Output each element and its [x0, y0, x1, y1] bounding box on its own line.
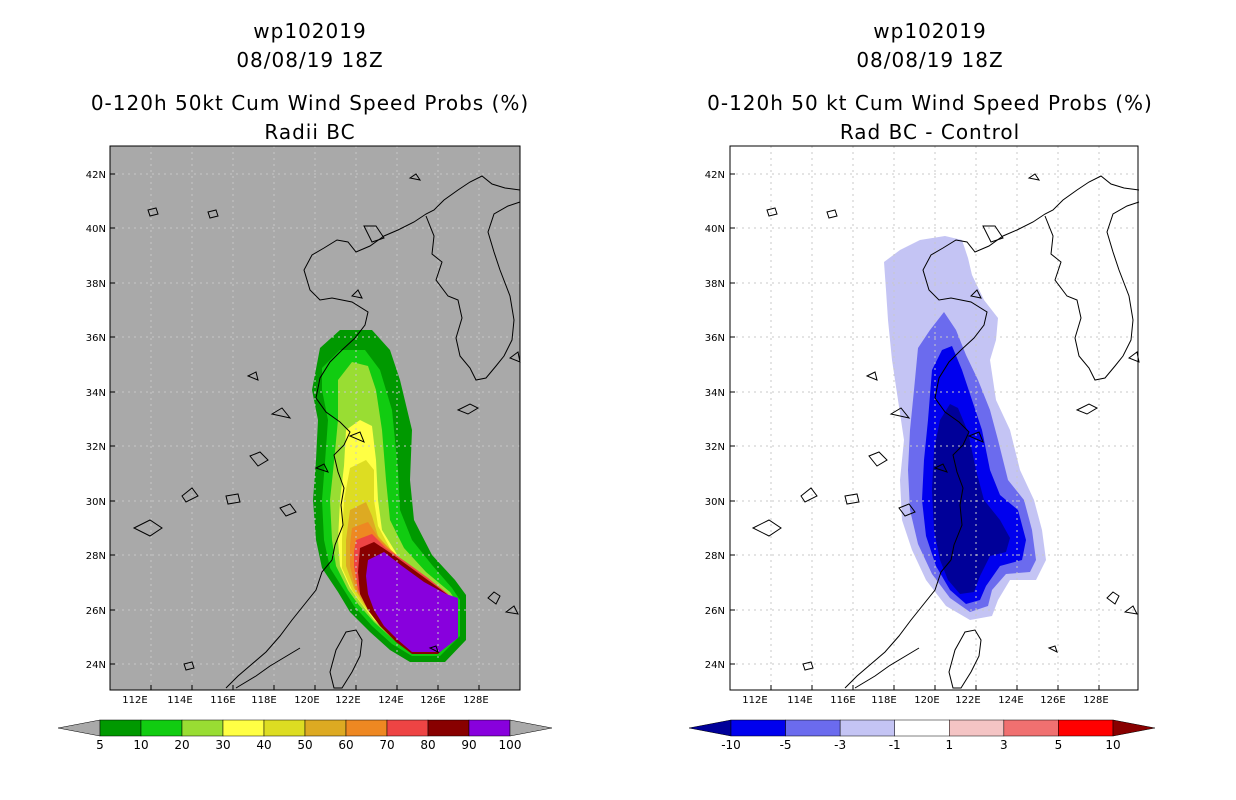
left-lat-label: 28N: [86, 551, 106, 562]
right-colorbar-swatch: [949, 719, 1005, 737]
right-title-storm-id: wp102019: [873, 19, 987, 43]
left-colorbar-swatch: [222, 719, 265, 737]
left-colorbar-label: 100: [499, 738, 522, 752]
right-title-date: 08/08/19 18Z: [856, 48, 1004, 72]
right-colorbar-over-arrow: [1112, 719, 1156, 737]
right-lat-label: 34N: [705, 388, 725, 399]
right-lat-label: 32N: [705, 442, 725, 453]
right-lat-label: 36N: [705, 333, 725, 344]
right-title-product: 0-120h 50 kt Cum Wind Speed Probs (%): [707, 91, 1153, 115]
left-colorbar-swatch: [386, 719, 429, 737]
right-lat-label: 24N: [705, 660, 725, 671]
left-colorbar-label: 70: [379, 738, 394, 752]
left-lat-label: 26N: [86, 606, 106, 617]
left-lat-label: 32N: [86, 442, 106, 453]
left-title-product: 0-120h 50kt Cum Wind Speed Probs (%): [90, 91, 530, 115]
right-map-frame: [729, 145, 1139, 691]
right-lon-label: 122E: [955, 695, 980, 706]
right-colorbar: -10 -5 -3 -1 1 3 5 10: [688, 719, 1156, 752]
left-lat-label: 42N: [86, 170, 106, 181]
right-colorbar-label: -3: [834, 738, 846, 752]
right-ticks: [730, 173, 1100, 690]
right-map-panel: 42N 40N 38N 36N 34N 32N 30N 28N 26N 24N …: [705, 145, 1140, 706]
left-colorbar-label: 40: [256, 738, 271, 752]
left-lat-label: 34N: [86, 388, 106, 399]
left-probability-shading: [312, 330, 466, 662]
left-colorbar-swatch: [468, 719, 511, 737]
left-lon-label: 124E: [378, 695, 403, 706]
right-lon-label: 116E: [830, 695, 855, 706]
left-colorbar-swatch: [427, 719, 470, 737]
right-colorbar-label: 5: [1055, 738, 1063, 752]
right-lat-label: 30N: [705, 497, 725, 508]
left-colorbar-label: 50: [297, 738, 312, 752]
right-colorbar-swatch: [839, 719, 895, 737]
right-lon-label: 114E: [787, 695, 812, 706]
left-colorbar-label: 20: [174, 738, 189, 752]
left-colorbar-label: 90: [461, 738, 476, 752]
left-lon-label: 114E: [167, 695, 192, 706]
left-lat-label: 24N: [86, 660, 106, 671]
left-ticks: [110, 173, 480, 690]
right-colorbar-label: 10: [1105, 738, 1120, 752]
right-colorbar-label: 3: [1000, 738, 1008, 752]
left-lon-label: 112E: [122, 695, 147, 706]
left-colorbar-label: 80: [420, 738, 435, 752]
left-colorbar-swatch: [345, 719, 388, 737]
right-colorbar-swatch: [785, 719, 841, 737]
left-map-panel: 42N 40N 38N 36N 34N 32N 30N 28N 26N 24N …: [86, 145, 521, 706]
right-colorbar-swatch: [1003, 719, 1059, 737]
left-colorbar-swatch: [263, 719, 306, 737]
right-colorbar-under-arrow: [688, 719, 732, 737]
right-lat-label: 42N: [705, 170, 725, 181]
left-lat-label: 40N: [86, 224, 106, 235]
left-colorbar-swatch: [181, 719, 224, 737]
left-lon-label: 116E: [210, 695, 235, 706]
left-lon-label: 122E: [335, 695, 360, 706]
left-lon-label: 126E: [420, 695, 445, 706]
right-colorbar-label: 1: [945, 738, 953, 752]
left-title-subtitle: Radii BC: [264, 120, 356, 144]
right-colorbar-label: -5: [780, 738, 792, 752]
left-lat-label: 30N: [86, 497, 106, 508]
left-lat-label: 36N: [86, 333, 106, 344]
left-lat-label: 38N: [86, 279, 106, 290]
left-colorbar-swatch: [140, 719, 183, 737]
right-colorbar-label: -10: [721, 738, 741, 752]
left-colorbar-under-arrow: [57, 719, 101, 737]
right-lon-label: 126E: [1040, 695, 1065, 706]
right-lat-label: 38N: [705, 279, 725, 290]
left-lon-label: 128E: [463, 695, 488, 706]
left-lon-label: 118E: [251, 695, 276, 706]
right-lon-label: 120E: [914, 695, 939, 706]
left-gridlines: [110, 146, 520, 690]
right-title-subtitle: Rad BC - Control: [839, 120, 1021, 144]
left-colorbar-swatch: [99, 719, 142, 737]
left-colorbar-label: 60: [338, 738, 353, 752]
left-title-storm-id: wp102019: [253, 19, 367, 43]
right-gridlines: [730, 146, 1138, 690]
left-colorbar-swatch: [304, 719, 347, 737]
left-title-date: 08/08/19 18Z: [236, 48, 384, 72]
right-lon-label: 112E: [742, 695, 767, 706]
right-lat-label: 26N: [705, 606, 725, 617]
right-lon-label: 118E: [871, 695, 896, 706]
left-colorbar-label: 30: [215, 738, 230, 752]
right-colorbar-label: -1: [889, 738, 901, 752]
left-colorbar-label: 5: [96, 738, 104, 752]
right-colorbar-swatch: [894, 719, 950, 737]
right-lat-label: 28N: [705, 551, 725, 562]
right-lon-label: 124E: [998, 695, 1023, 706]
right-lat-label: 40N: [705, 224, 725, 235]
left-colorbar-label: 10: [133, 738, 148, 752]
right-colorbar-swatch: [730, 719, 786, 737]
right-colorbar-swatch: [1058, 719, 1114, 737]
right-lon-label: 128E: [1083, 695, 1108, 706]
left-lon-label: 120E: [294, 695, 319, 706]
left-colorbar-over-arrow: [509, 719, 553, 737]
left-colorbar: 5 10 20 30 40 50 60 70 80 90 100: [57, 719, 553, 752]
